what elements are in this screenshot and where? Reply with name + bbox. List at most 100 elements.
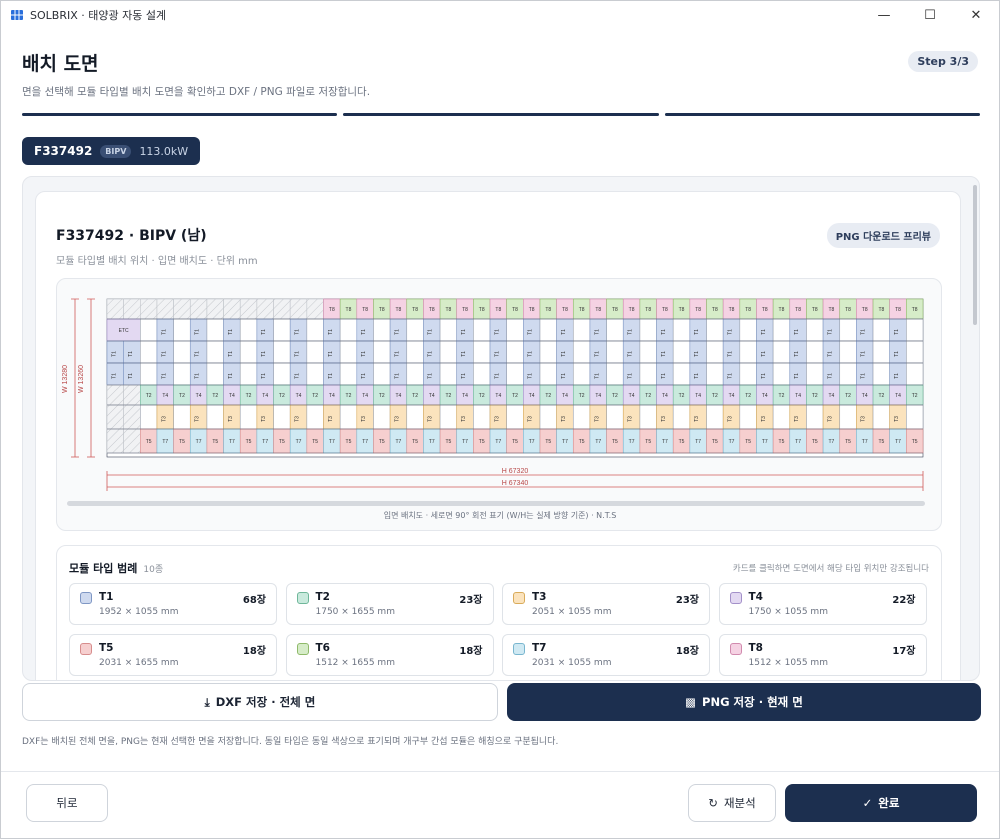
module-label: T4 bbox=[396, 393, 402, 399]
content-scroll-area[interactable]: F337492 · BIPV (남) 모듈 타입별 배치 위치 · 입면 배치도… bbox=[22, 176, 980, 681]
card-title: F337492 · BIPV (남) bbox=[56, 228, 207, 244]
module-label: T8 bbox=[895, 307, 901, 313]
scrollbar[interactable] bbox=[973, 185, 977, 325]
window-opening bbox=[606, 318, 624, 342]
page-subtitle: 면을 선택해 모듈 타입별 배치 도면을 확인하고 DXF / PNG 파일로 … bbox=[22, 86, 371, 98]
module-label: T8 bbox=[645, 307, 651, 313]
module-label: T1 bbox=[661, 351, 667, 357]
module-label: T7 bbox=[296, 439, 302, 445]
module-label: T8 bbox=[745, 307, 751, 313]
module-label: T2 bbox=[878, 393, 884, 399]
window-opening bbox=[339, 340, 358, 364]
module-label: T4 bbox=[429, 393, 435, 399]
module-label: T7 bbox=[895, 439, 901, 445]
legend-swatch bbox=[80, 592, 92, 604]
download-icon: ⤓ bbox=[204, 694, 210, 709]
legend-card-t5[interactable]: T5 18장 2031 × 1655 mm bbox=[69, 634, 277, 676]
window-opening bbox=[506, 404, 524, 430]
module-label: T3 bbox=[228, 416, 234, 422]
done-button[interactable]: ✓ 완료 bbox=[785, 784, 977, 822]
progress-step-2 bbox=[343, 113, 659, 116]
png-save-button[interactable]: ▩ PNG 저장 · 현재 면 bbox=[507, 683, 981, 721]
module-label: T1 bbox=[394, 373, 400, 379]
module-label: T8 bbox=[612, 307, 618, 313]
module-label: T1 bbox=[111, 373, 117, 379]
legend-dimensions: 2031 × 1655 mm bbox=[99, 658, 179, 668]
window-opening bbox=[839, 362, 857, 386]
module-label: T4 bbox=[262, 393, 268, 399]
module-label: T1 bbox=[295, 373, 301, 379]
hatched-cell bbox=[106, 384, 124, 406]
legend-swatch bbox=[513, 643, 525, 655]
module-label: T2 bbox=[412, 393, 418, 399]
module-label: T1 bbox=[727, 351, 733, 357]
dxf-save-button[interactable]: ⤓ DXF 저장 · 전체 면 bbox=[22, 683, 498, 721]
module-label: T5 bbox=[645, 439, 651, 445]
legend-card-t2[interactable]: T2 23장 1750 × 1655 mm bbox=[285, 583, 494, 625]
window-opening bbox=[173, 404, 191, 430]
hatched-cell bbox=[223, 298, 241, 320]
window-opening bbox=[306, 340, 324, 364]
module-label: T7 bbox=[229, 439, 235, 445]
close-icon[interactable]: ✕ bbox=[970, 7, 982, 23]
window-opening bbox=[606, 362, 624, 386]
elevation-drawing[interactable]: W 13280 W 13260 H 67320 H 67340 T8 T8 T8 T8… bbox=[56, 278, 942, 531]
check-icon: ✓ bbox=[862, 796, 873, 810]
module-label: T1 bbox=[328, 351, 334, 357]
refresh-icon: ↻ bbox=[708, 796, 718, 810]
legend-card-t7[interactable]: T7 18장 2031 × 1055 mm bbox=[502, 634, 710, 676]
module-label: T1 bbox=[861, 373, 867, 379]
module-label: T2 bbox=[179, 393, 185, 399]
module-label: T8 bbox=[828, 307, 834, 313]
module-label: T1 bbox=[494, 373, 500, 379]
module-label: T3 bbox=[461, 416, 467, 422]
step-badge: Step 3/3 bbox=[908, 51, 978, 72]
module-label: T7 bbox=[396, 439, 402, 445]
window-opening bbox=[239, 362, 258, 386]
minimize-icon[interactable]: — bbox=[877, 7, 891, 23]
module-label: T1 bbox=[727, 373, 733, 379]
window-opening bbox=[140, 318, 158, 342]
legend-swatch bbox=[729, 643, 742, 655]
face-tab-selected[interactable]: F337492 BIPV 113.0kW bbox=[22, 137, 201, 165]
window-opening bbox=[572, 318, 591, 342]
legend-card-t1[interactable]: T1 68장 1952 × 1055 mm bbox=[69, 583, 277, 625]
legend-card-t8[interactable]: T8 17장 1512 × 1055 mm bbox=[718, 634, 927, 676]
module-label: T1 bbox=[628, 329, 634, 335]
module-label: T1 bbox=[228, 329, 234, 335]
module-label: T1 bbox=[128, 351, 134, 357]
module-label: T5 bbox=[279, 439, 285, 445]
legend-card-t3[interactable]: T3 23장 2051 × 1055 mm bbox=[502, 583, 710, 625]
legend-type-name: T1 bbox=[99, 591, 114, 603]
hatched-cell bbox=[273, 298, 291, 320]
window-opening bbox=[373, 340, 391, 364]
legend-card-t4[interactable]: T4 22장 1750 × 1055 mm bbox=[718, 583, 927, 625]
legend-swatch bbox=[513, 592, 525, 604]
dim-w1-label: W 13280 bbox=[62, 365, 69, 393]
window-opening bbox=[439, 340, 458, 364]
module-label: T1 bbox=[661, 329, 667, 335]
hatched-cell bbox=[306, 298, 324, 320]
png-preview-button[interactable]: PNG 다운로드 프리뷰 bbox=[826, 223, 940, 248]
drawing-scrollbar[interactable] bbox=[67, 501, 925, 506]
reanalyze-button[interactable]: ↻ 재분석 bbox=[688, 784, 776, 822]
reanalyze-label: 재분석 bbox=[723, 796, 756, 810]
module-label: T1 bbox=[528, 373, 534, 379]
window-opening bbox=[506, 340, 524, 364]
module-label: T8 bbox=[812, 307, 818, 313]
window-opening bbox=[406, 362, 424, 386]
module-label: T1 bbox=[361, 351, 367, 357]
module-label: T7 bbox=[329, 439, 335, 445]
module-label: T5 bbox=[579, 439, 585, 445]
module-label: T1 bbox=[261, 351, 267, 357]
module-label: ETC bbox=[119, 328, 129, 334]
save-footnote: DXF는 배치된 전체 면을, PNG는 현재 선택한 면을 저장합니다. 동일… bbox=[22, 737, 559, 747]
window-opening bbox=[706, 340, 724, 364]
window-opening bbox=[273, 318, 291, 342]
window-opening bbox=[906, 318, 924, 342]
legend-quantity: 23장 bbox=[675, 595, 699, 606]
window-opening bbox=[306, 318, 324, 342]
maximize-icon[interactable]: ☐ bbox=[924, 7, 936, 23]
back-button[interactable]: 뒤로 bbox=[26, 784, 108, 822]
legend-card-t6[interactable]: T6 18장 1512 × 1655 mm bbox=[285, 634, 494, 676]
